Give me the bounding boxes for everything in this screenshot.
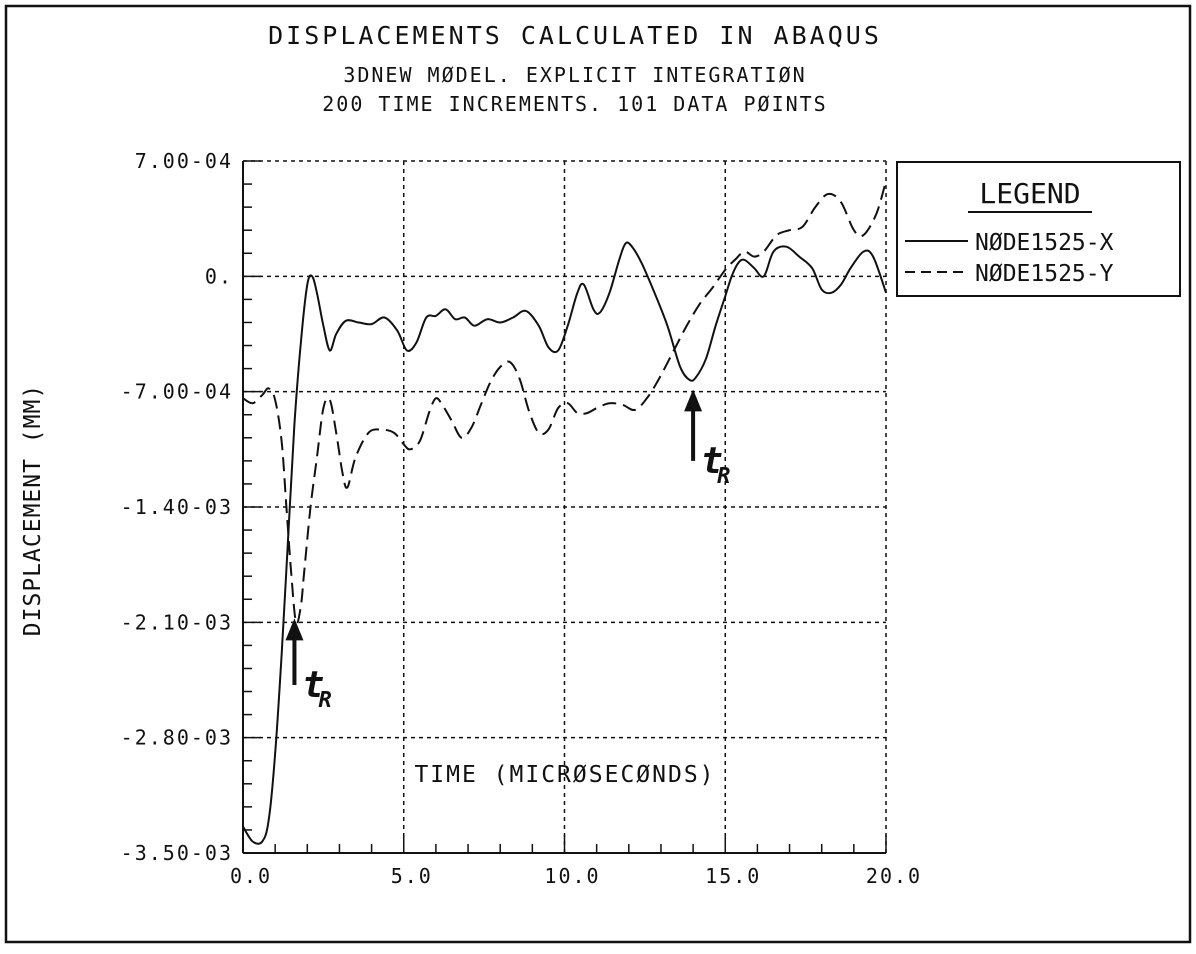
annotation-arrow-head [285,618,304,641]
legend: LEGEND NØDE1525-X NØDE1525-Y [896,161,1181,297]
annotation-subscript: R [318,688,331,713]
y-tick-label: 0. [205,264,233,288]
series-line-2 [242,180,887,625]
series-line-1 [242,241,887,845]
axis-ticks [242,160,887,854]
annotation-label: t [302,665,324,706]
x-tick-label: 15.0 [705,864,761,888]
y-axis-label: DISPLACEMENT (MM) [20,384,46,636]
chart-subtitle-1: 3DNEW MØDEL. EXPLICIT INTEGRATIØN [343,63,806,87]
y-tick-label: -7.00-04 [121,380,233,404]
y-tick-label: -3.50-03 [121,841,233,865]
y-tick-label: -2.10-03 [121,610,233,634]
x-tick-label: 20.0 [866,864,922,888]
x-axis-label: TIME (MICRØSECØNDS) [414,762,715,788]
legend-label-series-2: NØDE1525-Y [975,261,1114,287]
grid-lines [243,160,887,853]
tick-labels: 7.00-04 0. -7.00-04 -1.40-03 -2.10-03 -2.80-0… [121,149,922,888]
y-tick-label: -1.40-03 [121,495,233,519]
annotation-label: t [701,441,723,482]
y-tick-label: -2.80-03 [121,726,233,750]
chart-title: DISPLACEMENTS CALCULATED IN ABAQUS [268,21,882,50]
legend-label-series-1: NØDE1525-X [975,230,1114,256]
series-lines [242,180,887,845]
x-tick-label: 5.0 [391,864,433,888]
annotation-arrow-head [684,389,703,412]
x-tick-label: 0.0 [230,864,272,888]
legend-box [896,161,1181,297]
legend-title: LEGEND [979,177,1080,210]
x-tick-label: 10.0 [544,864,600,888]
y-tick-label: 7.00-04 [135,149,233,173]
outer-frame [4,4,1192,944]
annotation-subscript: R [717,464,730,489]
chart-subtitle-2: 200 TIME INCREMENTS. 101 DATA PØINTS [322,92,827,116]
